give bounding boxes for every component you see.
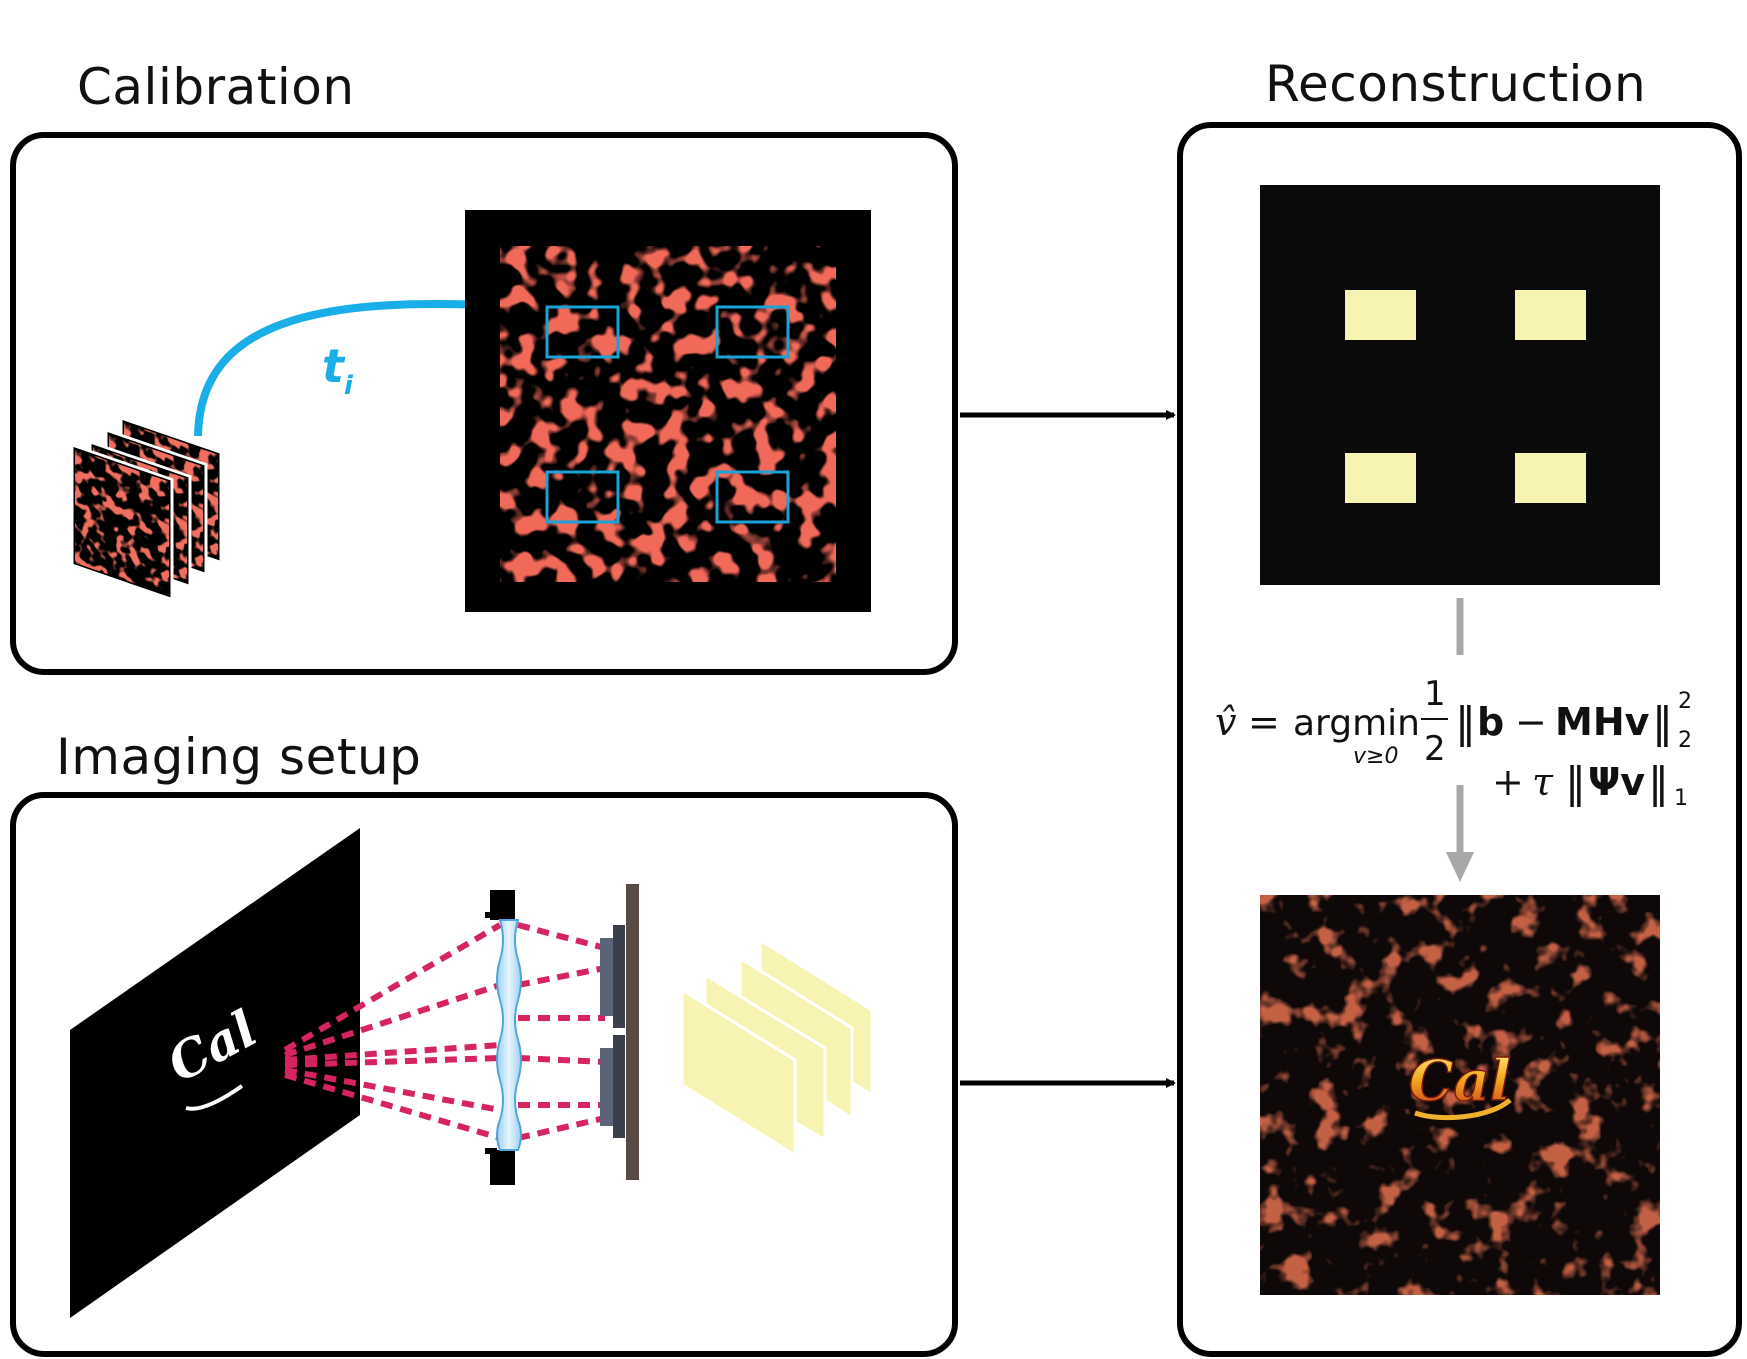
- svg-text:2: 2: [1424, 729, 1446, 769]
- svg-text:=: =: [1248, 700, 1280, 744]
- object-cal-swash: [185, 1084, 244, 1111]
- roi-box-bottom-left: [545, 470, 620, 524]
- svg-text:‖: ‖: [1565, 758, 1586, 807]
- svg-text:2: 2: [1678, 689, 1692, 714]
- svg-text:2: 2: [1678, 728, 1692, 753]
- imaging-setup-heading: Imaging setup: [56, 728, 422, 786]
- calibration-frame-stack: [70, 415, 223, 602]
- mask-window-bottom-right: [1515, 453, 1586, 503]
- sensor-assembly: [600, 884, 639, 1180]
- reconstructed-cal-text: Cal: [1409, 1048, 1511, 1114]
- diffuser-assembly: [485, 890, 522, 1185]
- object-plane: Cal: [70, 828, 360, 1318]
- svg-text:1: 1: [1674, 786, 1688, 811]
- roi-box-top-left: [545, 305, 620, 359]
- svg-text:Ψv: Ψv: [1588, 760, 1645, 804]
- mask-window-bottom-left: [1345, 453, 1416, 503]
- mask-window-top-right: [1515, 290, 1586, 340]
- mask-window-top-left: [1345, 290, 1416, 340]
- measurement-frame-stack: [680, 937, 874, 1158]
- svg-text:+: +: [1492, 760, 1524, 804]
- svg-text:MHv: MHv: [1555, 700, 1650, 744]
- reconstructed-cal-swash: [1414, 1098, 1512, 1121]
- sensor-board: [626, 884, 639, 1180]
- svg-text:v̂: v̂: [1215, 700, 1237, 744]
- reconstructed-image: Cal: [1260, 895, 1660, 1295]
- calibration-caustic-image: [465, 210, 871, 612]
- svg-text:τ: τ: [1532, 760, 1554, 804]
- reconstruction-heading: Reconstruction: [1265, 55, 1647, 113]
- shift-label: ti: [322, 339, 354, 401]
- svg-text:−: −: [1515, 700, 1547, 744]
- diffuser-holder-bottom: [490, 1150, 515, 1185]
- calibration-heading: Calibration: [77, 58, 355, 116]
- svg-text:‖: ‖: [1652, 698, 1673, 747]
- light-rays-back: [517, 922, 606, 1141]
- svg-text:v≥0: v≥0: [1353, 744, 1398, 769]
- svg-text:argmin: argmin: [1293, 703, 1420, 744]
- svg-text:‖: ‖: [1648, 758, 1669, 807]
- reconstruction-formula: v̂ = argmin v≥0 1 2 ‖ b − MHv ‖ 2 2 + τ …: [1215, 674, 1692, 811]
- svg-text:1: 1: [1424, 674, 1446, 714]
- svg-text:b: b: [1477, 700, 1504, 744]
- light-rays-front: [283, 922, 502, 1141]
- roi-box-bottom-right: [715, 470, 790, 524]
- roi-box-top-right: [715, 305, 790, 359]
- calibration-shift-arrow: [194, 299, 507, 437]
- gray-arrowhead: [1446, 852, 1474, 882]
- mask-image: [1260, 185, 1660, 585]
- svg-text:‖: ‖: [1455, 698, 1476, 747]
- diffuser: [496, 919, 522, 1151]
